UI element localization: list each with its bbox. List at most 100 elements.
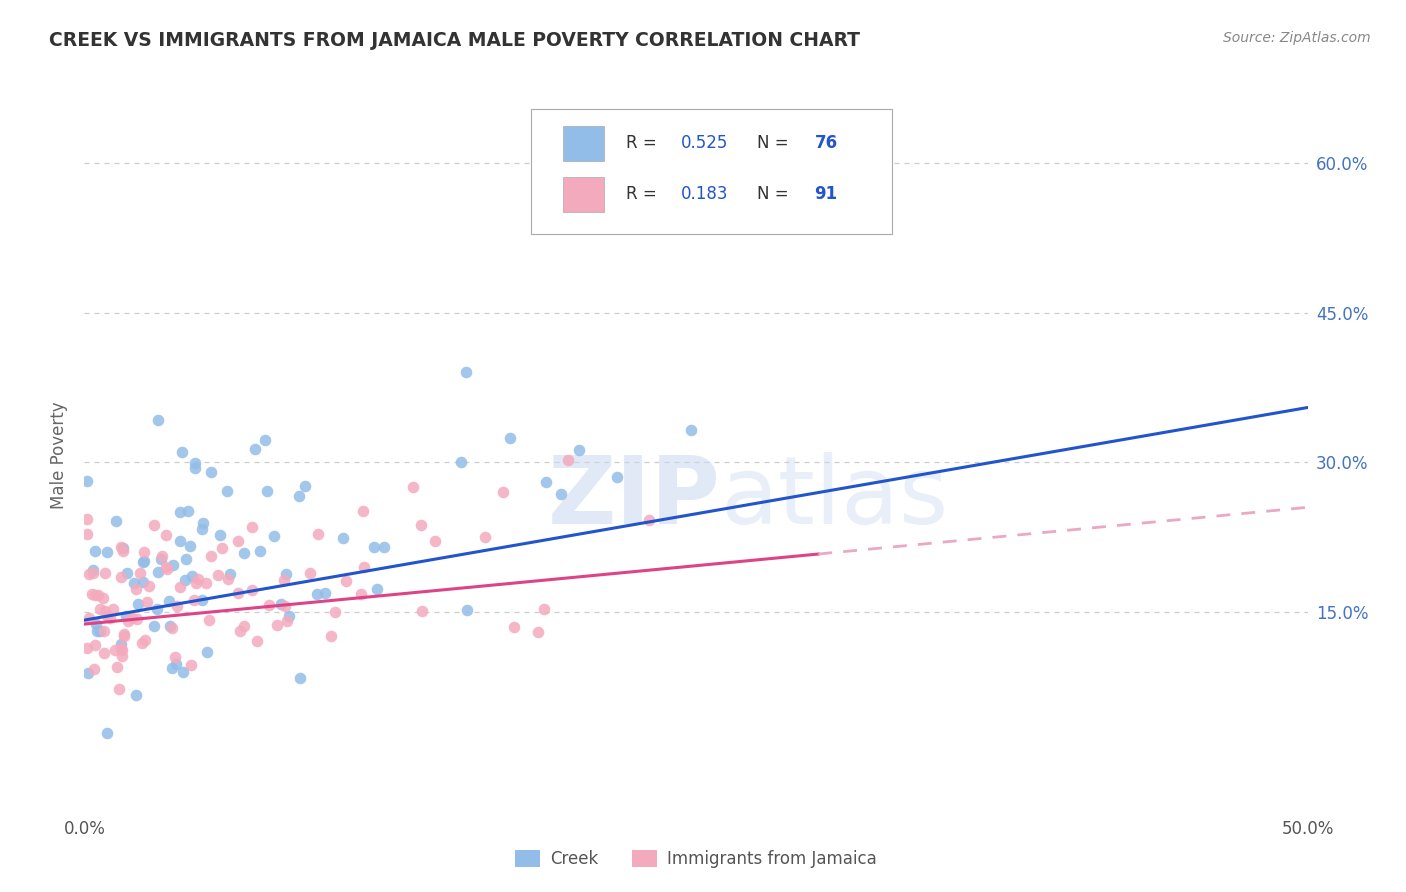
Point (187, 572, 209, 586)
Point (183, 593, 205, 607)
Point (332, 531, 354, 545)
FancyBboxPatch shape (531, 109, 891, 234)
Point (83, 661, 105, 675)
Point (257, 598, 280, 612)
Point (108, 682, 131, 697)
Point (366, 582, 388, 597)
Point (122, 576, 145, 591)
Point (115, 608, 138, 623)
Point (307, 586, 329, 600)
Point (156, 561, 179, 575)
Point (77, 567, 100, 582)
Point (263, 529, 285, 543)
Point (499, 431, 522, 445)
Point (266, 617, 288, 632)
Point (176, 504, 198, 518)
Point (143, 517, 166, 532)
Point (450, 455, 472, 469)
Point (84, 638, 107, 652)
Point (89, 624, 111, 638)
FancyBboxPatch shape (562, 127, 605, 161)
Point (172, 444, 194, 458)
Point (550, 486, 572, 500)
Point (180, 569, 202, 583)
Point (94, 604, 117, 618)
Point (568, 443, 591, 458)
Text: N =: N = (758, 134, 794, 152)
Point (76, 512, 98, 526)
Point (350, 587, 373, 601)
Point (96, 608, 118, 623)
Point (276, 567, 298, 582)
Point (217, 484, 239, 499)
Point (157, 593, 180, 607)
Point (76, 527, 98, 541)
Point (423, 534, 446, 549)
Point (96, 725, 118, 739)
Point (307, 526, 329, 541)
Point (110, 540, 132, 554)
Point (115, 566, 138, 581)
Point (94, 566, 117, 581)
Point (125, 582, 148, 596)
Point (104, 643, 127, 657)
Point (110, 570, 132, 584)
Point (319, 629, 342, 643)
Point (183, 460, 205, 475)
Point (110, 637, 132, 651)
Point (288, 489, 311, 503)
Point (84, 544, 107, 558)
Point (198, 614, 221, 628)
Point (256, 484, 278, 499)
Point (107, 660, 129, 674)
Point (93, 646, 115, 660)
Point (173, 573, 195, 587)
Point (174, 552, 197, 566)
Point (89, 601, 111, 615)
Text: 0.183: 0.183 (682, 185, 728, 202)
Point (111, 541, 134, 555)
Point (217, 572, 239, 586)
Point (402, 480, 425, 494)
Point (184, 576, 207, 591)
Point (162, 558, 184, 573)
Point (87, 589, 110, 603)
Point (77, 666, 100, 681)
Point (112, 629, 135, 643)
Point (142, 619, 165, 633)
Point (84, 617, 107, 632)
Point (132, 555, 155, 569)
Point (409, 517, 432, 532)
Point (127, 597, 149, 611)
Point (184, 456, 207, 470)
Point (76, 640, 98, 655)
Point (353, 560, 375, 574)
Point (131, 635, 153, 649)
Text: Source: ZipAtlas.com: Source: ZipAtlas.com (1223, 31, 1371, 45)
Point (160, 661, 183, 675)
Point (159, 619, 181, 633)
Point (195, 645, 218, 659)
Point (638, 513, 661, 527)
Text: R =: R = (626, 185, 662, 202)
Point (76, 474, 98, 488)
Point (150, 549, 173, 563)
Point (363, 540, 385, 554)
Point (233, 546, 256, 560)
Point (165, 649, 187, 664)
Text: 76: 76 (814, 134, 838, 152)
Point (121, 611, 143, 625)
Point (166, 599, 188, 613)
Point (125, 688, 148, 702)
Point (165, 657, 187, 671)
Point (243, 442, 266, 456)
Point (172, 665, 194, 679)
Text: 0.525: 0.525 (682, 134, 728, 152)
Point (83, 588, 105, 602)
Point (127, 612, 149, 626)
Point (111, 544, 134, 558)
Point (274, 599, 297, 613)
Point (373, 540, 395, 554)
Text: 91: 91 (814, 185, 838, 202)
Point (277, 609, 299, 624)
